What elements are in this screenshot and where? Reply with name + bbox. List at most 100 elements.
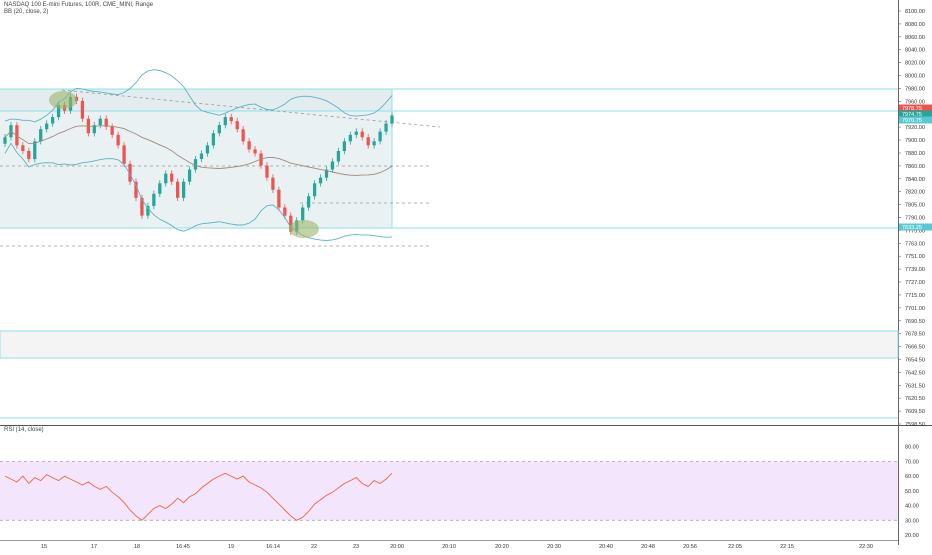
- price-tick-label: 7609.50: [905, 409, 925, 415]
- candle-body: [27, 151, 31, 160]
- candle-body: [170, 173, 174, 182]
- price-tick-label: 7666.50: [905, 345, 925, 351]
- price-tick-label: 8040.00: [905, 48, 925, 54]
- candle-body: [181, 181, 186, 198]
- candle-body: [116, 134, 120, 146]
- candle-body: [205, 145, 210, 154]
- rsi-tick-label: 70.00: [905, 459, 919, 465]
- candle-body: [211, 133, 216, 146]
- bb-lower-line: [4, 142, 393, 241]
- candle-body: [45, 123, 49, 130]
- candle-body: [378, 131, 382, 142]
- time-axis-label: 20:48: [641, 544, 655, 550]
- price-tick-label: 7620.50: [905, 396, 925, 402]
- time-axis-label: 16:45: [176, 544, 190, 550]
- price-tick-label: 7920.00: [905, 125, 925, 131]
- price-label-text: 7974.75: [902, 112, 922, 118]
- pivot-low-marker: [289, 220, 319, 238]
- price-tick-label: 7840.00: [905, 177, 925, 183]
- candle-body: [104, 118, 108, 127]
- candle-body: [271, 177, 275, 190]
- candle-body: [15, 125, 19, 146]
- price-tick-label: 7980.00: [905, 86, 925, 92]
- price-label-text: 7833.25: [902, 225, 922, 231]
- rsi-tick-label: 20.00: [905, 533, 919, 539]
- candle-body: [312, 183, 317, 197]
- price-label-text: 7970.75: [902, 118, 922, 124]
- price-tick-label: 8100.00: [905, 9, 925, 15]
- price-tick-label: 7739.00: [905, 267, 925, 273]
- bb-legend[interactable]: BB (20, close, 2): [4, 9, 49, 15]
- price-tick-label: 7805.00: [905, 203, 925, 209]
- rsi-legend[interactable]: RSI (14, close): [4, 427, 44, 433]
- candle-body: [283, 207, 287, 216]
- candle-body: [289, 215, 293, 232]
- time-axis-label: 20:00: [390, 544, 404, 550]
- price-label-bg: [899, 110, 932, 118]
- price-tick-label: 7860.00: [905, 164, 925, 170]
- candle-body: [223, 117, 227, 126]
- time-axis-label: 20:10: [442, 544, 456, 550]
- candle-body: [50, 117, 55, 124]
- price-label-bg: [899, 104, 932, 112]
- candle-body: [307, 196, 311, 208]
- rsi-tick-label: 30.00: [905, 518, 919, 524]
- price-tick-label: 8060.00: [905, 35, 925, 41]
- price-tick-label: 8080.00: [905, 22, 925, 28]
- candle-body: [140, 197, 144, 216]
- price-tick-label: 7900.00: [905, 138, 925, 144]
- symbol-legend[interactable]: NASDAQ 100 E-mini Futures, 100R, CME_MIN…: [4, 2, 154, 8]
- pivot-high-marker: [49, 91, 77, 109]
- time-axis-label: 22:30: [859, 544, 873, 550]
- candle-body: [342, 141, 347, 151]
- candle-body: [176, 181, 180, 198]
- candle-body: [98, 118, 102, 126]
- candle-body: [33, 141, 37, 160]
- candle-body: [187, 169, 192, 182]
- bb-basis-line: [4, 125, 393, 176]
- time-axis-label: 23: [353, 544, 359, 550]
- candle-body: [164, 173, 168, 184]
- rsi-tick-label: 80.00: [905, 445, 919, 451]
- range-box: [0, 89, 392, 228]
- candle-body: [330, 161, 335, 170]
- candle-body: [277, 189, 281, 208]
- candle-body: [390, 115, 394, 124]
- candle-body: [193, 159, 198, 170]
- price-tick-label: 7820.00: [905, 190, 925, 196]
- price-tick-label: 7751.00: [905, 254, 925, 260]
- candle-body: [318, 177, 323, 184]
- candle-body: [265, 165, 269, 178]
- candle-body: [146, 205, 150, 216]
- price-tick-label: 7598.50: [905, 422, 925, 428]
- rsi-band-fill: [0, 461, 898, 521]
- candle-body: [324, 169, 329, 178]
- rsi-line: [4, 472, 393, 521]
- time-axis-label: 18: [134, 544, 140, 550]
- candle-body: [217, 125, 221, 134]
- price-tick-label: 8020.00: [905, 61, 925, 67]
- price-tick-label: 7715.00: [905, 293, 925, 299]
- candle-body: [247, 141, 251, 150]
- price-tick-label: 7631.50: [905, 383, 925, 389]
- time-axis-label: 20:20: [495, 544, 509, 550]
- candle-body: [3, 137, 7, 144]
- price-tick-label: 7642.50: [905, 370, 925, 376]
- candle-body: [134, 181, 138, 198]
- rsi-tick-label: 40.00: [905, 504, 919, 510]
- price-label-text: 7978.75: [902, 106, 922, 112]
- time-axis-label: 22: [311, 544, 317, 550]
- candle-body: [336, 151, 341, 162]
- lower-zone-box: [0, 330, 899, 359]
- candle-body: [253, 149, 257, 154]
- price-tick-label: 7690.50: [905, 319, 925, 325]
- price-tick-label: 7960.00: [905, 99, 925, 105]
- candle-body: [235, 121, 239, 130]
- time-axis-label: 16:14: [266, 544, 280, 550]
- price-tick-label: 7678.50: [905, 332, 925, 338]
- candle-body: [152, 193, 156, 206]
- candle-body: [21, 145, 25, 151]
- price-label-bg: [899, 223, 932, 231]
